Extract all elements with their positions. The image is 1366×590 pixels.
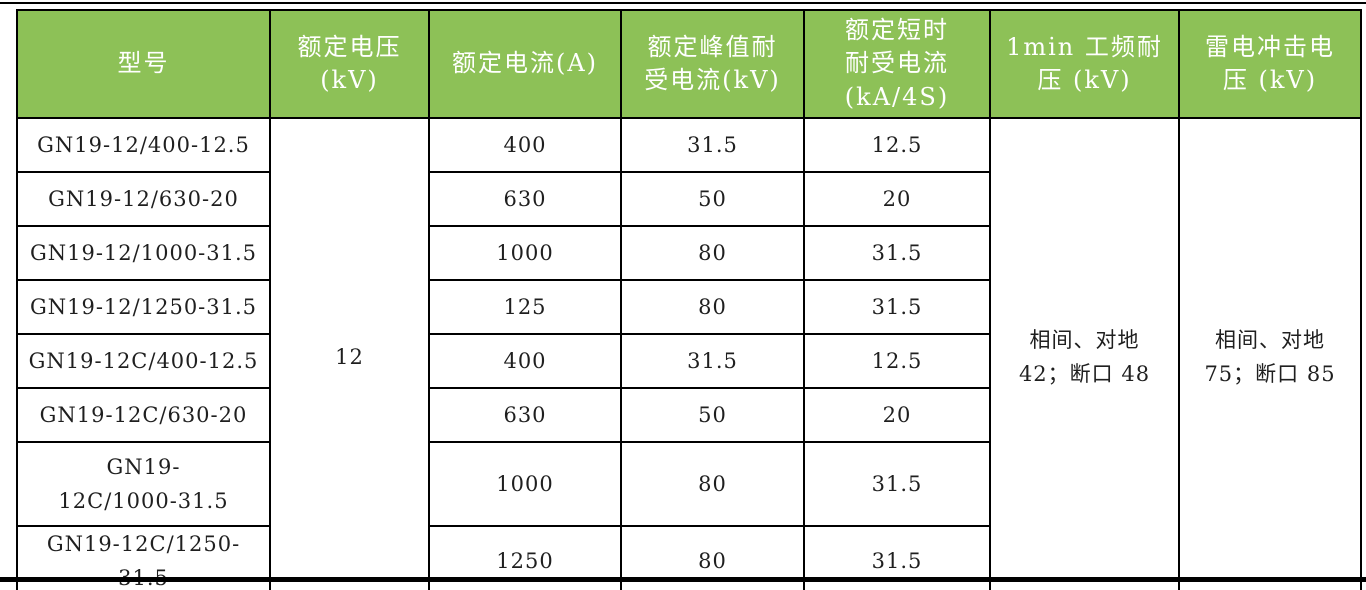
- cell-short-time: 20: [803, 171, 991, 227]
- col-header-rated-current: 额定电流(A): [428, 9, 622, 119]
- cell-model: GN19-12/400-12.5: [16, 117, 271, 173]
- cell-short-time: 31.5: [803, 279, 991, 335]
- col-header-short-time: 额定短时 耐受电流 (kA/4S): [803, 9, 991, 119]
- col-header-rated-voltage: 额定电压 (kV): [269, 9, 430, 119]
- cell-short-time: 12.5: [803, 117, 991, 173]
- col-header-peak-withstand: 额定峰值耐 受电流(kV): [620, 9, 805, 119]
- col-header-lightning: 雷电冲击电 压 (kV): [1178, 9, 1362, 119]
- cell-lightning-merged: 相间、对地 75；断口 85: [1178, 116, 1362, 590]
- cell-model: GN19-12/1000-31.5: [16, 225, 271, 281]
- cell-peak: 80: [620, 225, 805, 281]
- cell-model: GN19-12C/400-12.5: [16, 333, 271, 389]
- cell-current: 630: [428, 171, 622, 227]
- cell-current: 1000: [428, 225, 622, 281]
- cell-model: GN19- 12C/1000-31.5: [16, 441, 271, 527]
- table-row: GN19-12/400-12.5 12 400 31.5 12.5 相间、对地 …: [16, 116, 1362, 590]
- header-row: 型号 额定电压 (kV) 额定电流(A) 额定峰值耐 受电流(kV) 额定短时 …: [16, 9, 1362, 119]
- table-row: GN19-12C/630-20 630 50 20: [16, 387, 1361, 443]
- top-rule: [0, 2, 1366, 4]
- cell-model: GN19-12/1250-31.5: [16, 279, 271, 335]
- cell-peak: 50: [620, 171, 805, 227]
- cell-current: 400: [428, 333, 622, 389]
- cell-current: 1000: [428, 441, 622, 527]
- bottom-rule: [0, 577, 1366, 582]
- cell-peak: 80: [620, 441, 805, 527]
- col-header-model: 型号: [16, 9, 271, 119]
- cell-short-time: 31.5: [803, 225, 991, 281]
- cell-current: 630: [428, 387, 622, 443]
- cell-peak: 31.5: [620, 117, 805, 173]
- table-row: GN19- 12C/1000-31.5 1000 80 31.5: [16, 441, 1361, 527]
- cell-peak: 80: [620, 279, 805, 335]
- cell-model: GN19-12/630-20: [16, 171, 271, 227]
- col-header-power-frequency: 1min 工频耐 压 (kV): [989, 9, 1180, 119]
- table-row: GN19-12C/400-12.5 400 31.5 12.5: [16, 333, 1361, 389]
- cell-current: 400: [428, 117, 622, 173]
- cell-short-time: 12.5: [803, 333, 991, 389]
- cell-peak: 31.5: [620, 333, 805, 389]
- table-row: GN19-12/1000-31.5 1000 80 31.5: [16, 225, 1361, 281]
- cell-current: 125: [428, 279, 622, 335]
- cell-power-frequency-merged: 相间、对地 42；断口 48: [989, 116, 1180, 590]
- cell-short-time: 31.5: [803, 441, 991, 527]
- table-row: GN19-12/1250-31.5 125 80 31.5: [16, 279, 1361, 335]
- spec-table: 型号 额定电压 (kV) 额定电流(A) 额定峰值耐 受电流(kV) 额定短时 …: [16, 9, 1362, 590]
- cell-rated-voltage-merged: 12: [269, 116, 430, 590]
- table-row: GN19-12/630-20 630 50 20: [16, 171, 1361, 227]
- cell-model: GN19-12C/630-20: [16, 387, 271, 443]
- cell-short-time: 20: [803, 387, 991, 443]
- cell-peak: 50: [620, 387, 805, 443]
